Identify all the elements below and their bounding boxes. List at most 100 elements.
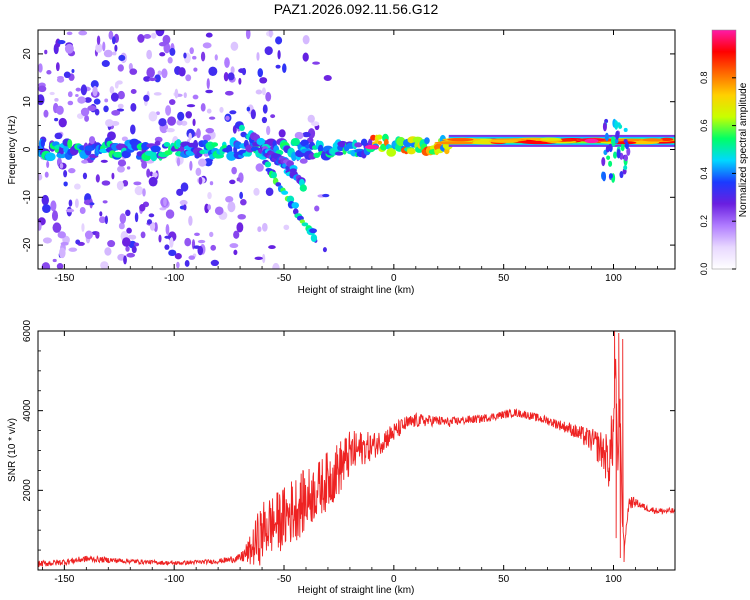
- noise-blob: [139, 203, 146, 212]
- colorbar-ticks: 0.0 0.2 0.4 0.6 0.8: [699, 72, 736, 276]
- noise-blob: [104, 247, 112, 256]
- noise-blob: [81, 159, 89, 164]
- diagonal-blob: [292, 208, 299, 215]
- diagonal-blob: [299, 219, 306, 224]
- track-blob: [406, 148, 416, 155]
- noise-blob: [256, 51, 260, 61]
- noise-blob: [117, 64, 124, 72]
- colorbar-tick-label: 0.8: [699, 72, 709, 85]
- noise-blob: [209, 181, 214, 186]
- track-blob: [40, 138, 45, 148]
- noise-blob: [125, 209, 131, 217]
- noise-blob: [117, 159, 127, 167]
- noise-blob: [84, 97, 92, 103]
- noise-blob: [63, 170, 68, 178]
- noise-blob: [129, 234, 137, 240]
- noise-blob: [67, 100, 74, 106]
- track-blob: [386, 147, 397, 157]
- noise-blob: [75, 239, 81, 245]
- x-tick-label: 100: [605, 273, 622, 284]
- noise-blob: [92, 85, 98, 97]
- noise-blob: [71, 68, 75, 74]
- burst-blob: [614, 120, 619, 130]
- spectrogram-x-label: Height of straight line (km): [298, 285, 415, 296]
- burst-blob: [602, 121, 607, 132]
- noise-blob: [189, 160, 193, 171]
- noise-blob: [56, 263, 64, 269]
- noise-blob: [59, 247, 66, 259]
- noise-blob: [94, 108, 100, 116]
- noise-blob: [250, 109, 256, 120]
- burst-blob: [623, 127, 628, 132]
- noise-blob: [208, 66, 218, 77]
- noise-blob: [75, 87, 81, 92]
- noise-blob: [208, 116, 216, 120]
- noise-blob: [117, 165, 125, 173]
- diagonal-blob: [289, 168, 297, 173]
- track-blob: [154, 140, 161, 146]
- noise-blob: [68, 168, 76, 174]
- noise-blob: [101, 60, 110, 68]
- noise-blob: [278, 129, 286, 138]
- noise-blob: [60, 241, 69, 246]
- noise-blob: [168, 249, 177, 257]
- noise-blob: [121, 136, 128, 142]
- x-tick-label: -100: [164, 574, 184, 585]
- noise-blob: [183, 52, 187, 59]
- y-tick-label: 6000: [22, 319, 33, 342]
- noise-blob: [166, 128, 175, 133]
- noise-blob: [231, 166, 237, 175]
- noise-blob: [46, 160, 50, 169]
- y-tick-label: 2000: [22, 479, 33, 502]
- noise-blob: [188, 215, 193, 226]
- burst-blob: [606, 155, 611, 160]
- noise-blob: [314, 205, 320, 212]
- noise-blob: [126, 227, 132, 234]
- burst-blob: [611, 140, 616, 147]
- colorbar-tick-label: 0.0: [699, 263, 709, 276]
- noise-blob: [194, 232, 200, 237]
- noise-blob: [130, 102, 137, 112]
- noise-blob: [111, 36, 116, 45]
- noise-blob: [227, 72, 235, 81]
- noise-blob: [262, 253, 266, 264]
- noise-blob: [255, 89, 263, 95]
- diagonal-blob: [264, 161, 272, 168]
- noise-blob: [88, 136, 96, 145]
- noise-blob: [96, 35, 101, 46]
- colorbar-tick-label: 0.2: [699, 215, 709, 228]
- noise-blob: [176, 157, 181, 167]
- noise-blob: [323, 75, 332, 81]
- noise-blob: [161, 68, 168, 79]
- noise-blob: [79, 207, 86, 214]
- colorbar-tick-label: 0.4: [699, 167, 709, 180]
- x-tick-label: 100: [605, 574, 622, 585]
- noise-blob: [111, 110, 121, 116]
- diagonal-blob: [301, 222, 309, 227]
- band-core: [488, 139, 519, 143]
- noise-blob: [277, 50, 281, 60]
- noise-blob: [121, 237, 131, 247]
- noise-blob: [275, 64, 281, 69]
- noise-blob: [183, 92, 187, 99]
- noise-blob: [134, 186, 144, 196]
- noise-blob: [174, 253, 182, 260]
- noise-blob: [84, 230, 93, 240]
- burst-blob: [601, 156, 606, 167]
- noise-blob: [81, 223, 85, 232]
- noise-blob: [205, 127, 215, 134]
- noise-blob: [214, 206, 224, 216]
- noise-blob: [207, 204, 211, 211]
- noise-blob: [125, 246, 130, 252]
- track-blob: [317, 144, 324, 153]
- noise-blob: [169, 47, 176, 56]
- noise-blob: [84, 115, 90, 122]
- noise-blob: [294, 131, 304, 140]
- noise-blob: [180, 182, 189, 192]
- noise-blob: [176, 188, 184, 196]
- noise-blob: [117, 90, 125, 100]
- noise-blob: [225, 115, 230, 121]
- noise-blob: [107, 240, 116, 248]
- noise-blob: [56, 105, 64, 115]
- track-blob: [300, 139, 309, 147]
